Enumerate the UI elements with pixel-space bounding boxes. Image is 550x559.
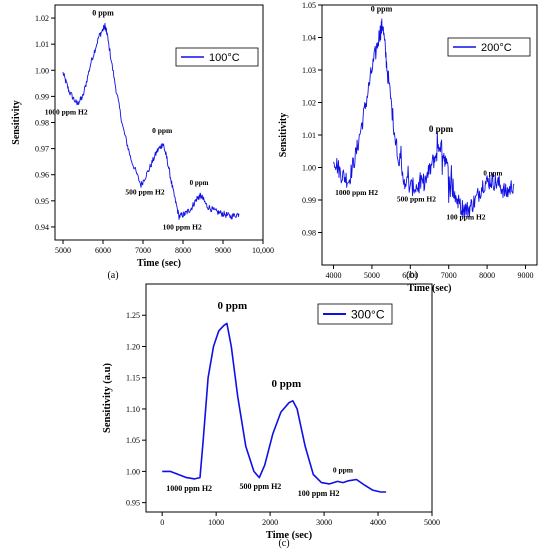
y-axis-title: Sensitivity [278, 113, 289, 157]
y-axis-title: Sensitivity (a.u) [102, 363, 113, 434]
annotation-label: 0 ppm [483, 170, 502, 178]
y-axis-title: Sensitivity [11, 100, 22, 144]
annotation-label: 100 ppm H2 [163, 223, 202, 232]
legend-box [317, 303, 393, 325]
y-tick-label: 1.02 [302, 99, 316, 108]
y-tick-label: 0.95 [35, 197, 49, 206]
annotation-label: 0 ppm [271, 378, 301, 390]
y-tick-label: 1.02 [35, 14, 49, 23]
x-tick-label: 1000 [208, 518, 224, 527]
y-tick-label: 1.03 [302, 66, 316, 75]
legend-label: 300°C [351, 307, 385, 321]
y-tick-label: 1.05 [302, 1, 316, 10]
y-tick-label: 0.97 [35, 145, 49, 154]
annotation-label: 0 ppm [218, 300, 248, 312]
annotation-label: 100 ppm H2 [298, 489, 340, 498]
chart-panel-3: 0 1000 2000 3000 4000 5000 0.95 1.00 1.05 1.10 1.1… [102, 283, 440, 549]
x-tick-label: 5000 [424, 518, 440, 527]
annotation-label: 500 ppm H2 [125, 187, 164, 196]
x-tick-label: 3000 [316, 518, 332, 527]
x-tick-label: 2000 [262, 518, 278, 527]
y-tick-label: 0.94 [35, 223, 49, 232]
x-tick-label: 6000 [95, 246, 111, 255]
annotation-label: 0 ppm [429, 124, 454, 134]
y-tick-label: 0.98 [302, 229, 316, 238]
annotation-label: 1000 ppm H2 [335, 188, 378, 197]
annotation-label: 0 ppm [333, 466, 354, 475]
y-tick-label: 1.05 [126, 436, 140, 445]
y-tick-label: 1.10 [126, 405, 140, 414]
x-tick-label: 7000 [135, 246, 151, 255]
x-tick-label: 9000 [517, 271, 533, 280]
series-line [62, 22, 240, 220]
annotation-label: 0 ppm [190, 179, 209, 187]
y-tick-label: 1.00 [35, 66, 49, 75]
legend-label: 100°C [209, 52, 240, 64]
y-tick-label: 0.99 [35, 92, 49, 101]
x-tick-label: 6000 [402, 271, 418, 280]
x-tick-label: 8000 [175, 246, 191, 255]
y-tick-label: 1.01 [302, 131, 316, 140]
series-line [162, 322, 387, 493]
y-tick-label: 1.20 [126, 342, 140, 351]
series-line [333, 18, 515, 218]
x-tick-label: 5000 [364, 271, 380, 280]
legend-box [447, 37, 531, 57]
y-tick-label: 0.95 [126, 499, 140, 508]
y-tick-label: 0.96 [35, 171, 49, 180]
chart-panel-2: 4000 5000 6000 7000 8000 9000 0.98 0.99 1.00 1.01… [278, 1, 538, 294]
x-tick-label: 0 [160, 518, 164, 527]
x-tick-label: 4000 [370, 518, 386, 527]
annotation-label: 500 ppm H2 [240, 482, 282, 491]
x-axis-title: Time (sec) [408, 283, 452, 294]
plot-frame [145, 283, 433, 513]
plot-frame [54, 4, 264, 241]
x-tick-label: 9000 [215, 246, 231, 255]
legend-label: 200°C [481, 42, 512, 54]
panel-label: (b) [406, 270, 418, 281]
x-axis-title: Time (sec) [266, 530, 313, 541]
annotation-label: 0 ppm [152, 126, 173, 135]
y-tick-label: 1.00 [126, 467, 140, 476]
y-tick-label: 1.00 [302, 164, 316, 173]
annotation-label: 500 ppm H2 [397, 195, 436, 204]
annotation-label: 0 ppm [92, 8, 114, 17]
annotation-label: 0 ppm [371, 5, 393, 14]
y-tick-label: 1.01 [35, 40, 49, 49]
y-tick-label: 1.25 [126, 311, 140, 320]
y-tick-label: 0.98 [35, 119, 49, 128]
x-tick-label: 4000 [326, 271, 342, 280]
x-axis-title: Time (sec) [137, 258, 181, 269]
chart-panel-1: 5000 6000 7000 8000 9000 10,000 0.94 0.95 0.96 0.… [11, 4, 274, 281]
annotation-label: 1000 ppm H2 [166, 484, 212, 493]
x-tick-label: 5000 [55, 246, 71, 255]
panel-label: (c) [278, 538, 289, 549]
y-tick-label: 1.15 [126, 374, 140, 383]
legend-box [175, 47, 259, 67]
x-tick-label: 8000 [479, 271, 495, 280]
x-tick-label: 7000 [441, 271, 457, 280]
panel-label: (a) [107, 270, 118, 281]
annotation-label: 100 ppm H2 [446, 213, 485, 222]
x-tick-label: 10,000 [252, 246, 274, 255]
annotation-label: 1000 ppm H2 [45, 108, 88, 117]
y-tick-label: 1.04 [302, 34, 316, 43]
y-tick-label: 0.99 [302, 196, 316, 205]
